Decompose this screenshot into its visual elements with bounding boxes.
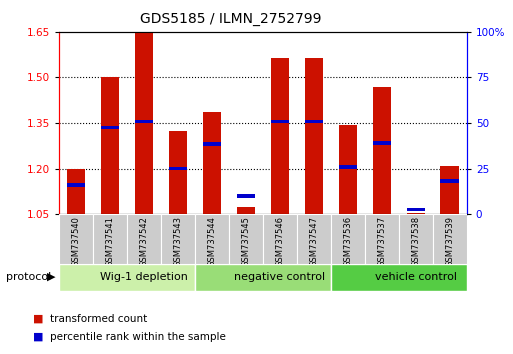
Bar [270,120,289,123]
Text: GDS5185 / ILMN_2752799: GDS5185 / ILMN_2752799 [140,12,322,27]
Text: GSM737540: GSM737540 [71,216,81,267]
Bar [441,179,459,183]
Bar [433,214,467,264]
Bar [67,183,85,187]
Text: GSM737541: GSM737541 [106,216,114,267]
Bar [101,126,120,130]
Bar [203,142,221,146]
Bar [406,213,425,214]
Bar [195,214,229,264]
Bar [134,120,153,123]
Bar [195,264,331,291]
Bar [134,33,153,214]
Bar [229,214,263,264]
Text: GSM737537: GSM737537 [378,216,386,267]
Bar [93,214,127,264]
Text: Wig-1 depletion: Wig-1 depletion [100,272,188,282]
Text: GSM737536: GSM737536 [343,216,352,267]
Bar [331,264,467,291]
Bar [305,120,323,123]
Text: GSM737542: GSM737542 [140,216,148,267]
Bar [203,112,221,214]
Bar [339,165,357,169]
Bar [169,131,187,214]
Text: vehicle control: vehicle control [375,272,457,282]
Bar [67,169,85,214]
Bar [263,214,297,264]
Bar [441,166,459,214]
Bar [297,214,331,264]
Bar [236,207,255,214]
Bar [101,78,120,214]
Text: negative control: negative control [234,272,325,282]
Bar [59,264,195,291]
Bar [236,194,255,198]
Text: GSM737544: GSM737544 [207,216,216,267]
Bar [365,214,399,264]
Bar [270,58,289,214]
Bar [305,58,323,214]
Bar [331,214,365,264]
Bar [372,141,391,144]
Text: GSM737538: GSM737538 [411,216,420,267]
Bar [59,214,93,264]
Text: GSM737543: GSM737543 [173,216,183,267]
Bar [127,214,161,264]
Bar [161,214,195,264]
Bar [169,167,187,170]
Text: GSM737547: GSM737547 [309,216,319,267]
Text: ■: ■ [33,332,44,342]
Bar [406,208,425,211]
Text: ■: ■ [33,314,44,324]
Text: GSM737546: GSM737546 [275,216,284,267]
Bar [399,214,433,264]
Bar [339,125,357,214]
Text: transformed count: transformed count [50,314,148,324]
Text: GSM737539: GSM737539 [445,216,455,267]
Text: percentile rank within the sample: percentile rank within the sample [50,332,226,342]
Text: GSM737545: GSM737545 [242,216,250,267]
Bar [372,86,391,214]
Text: protocol: protocol [6,272,51,282]
Text: ▶: ▶ [47,272,55,282]
